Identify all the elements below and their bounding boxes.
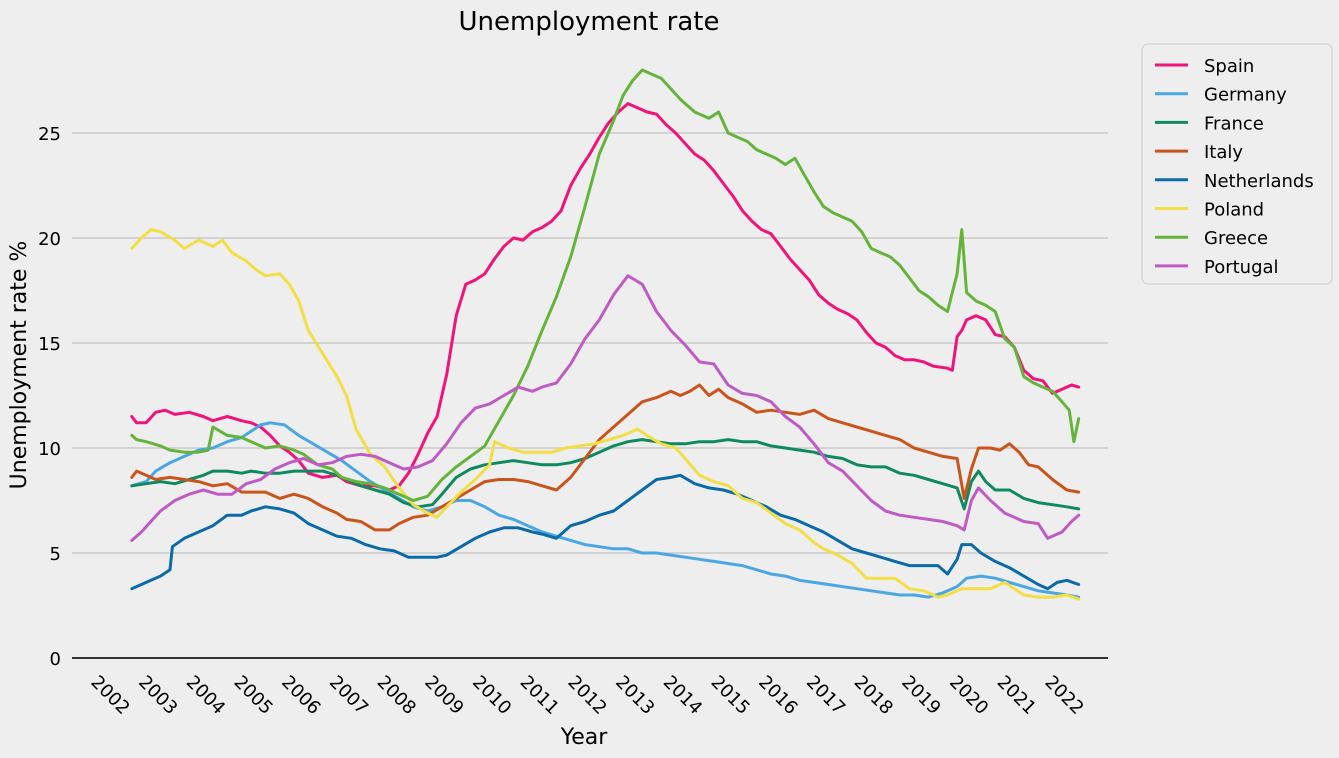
series-line-greece — [130, 68, 1081, 502]
series-line-poland — [130, 228, 1081, 601]
legend-label-france: France — [1204, 113, 1264, 134]
series-line-italy — [130, 383, 1081, 532]
y-tick-label: 20 — [38, 229, 61, 250]
legend-label-poland: Poland — [1204, 200, 1264, 221]
legend-label-italy: Italy — [1204, 142, 1243, 163]
series-line-germany — [130, 421, 1081, 599]
legend-label-spain: Spain — [1204, 56, 1254, 77]
series-line-france — [130, 438, 1081, 511]
series-line-spain — [130, 102, 1081, 492]
y-tick-label: 15 — [38, 334, 61, 355]
gridlines — [72, 132, 1108, 554]
x-axis-title: Year — [560, 725, 609, 750]
y-axis-title: Unemployment rate % — [7, 241, 32, 490]
legend: Spain Germany France Italy Netherlands Poland… — [1141, 43, 1333, 285]
chart-title: Unemployment rate — [459, 7, 720, 37]
series-lines — [130, 68, 1081, 601]
y-axis-ticks: 0 5 10 15 20 25 — [38, 124, 61, 670]
legend-label-portugal: Portugal — [1204, 257, 1279, 278]
series-line-portugal — [130, 274, 1081, 542]
legend-label-netherlands: Netherlands — [1204, 171, 1314, 192]
y-tick-label: 5 — [50, 544, 61, 565]
legend-label-greece: Greece — [1204, 228, 1268, 249]
y-tick-label: 0 — [50, 649, 61, 670]
legend-label-germany: Germany — [1204, 85, 1287, 106]
legend-box — [1141, 43, 1333, 285]
y-tick-label: 10 — [38, 439, 61, 460]
series-line-netherlands — [130, 473, 1081, 591]
y-tick-label: 25 — [38, 124, 61, 145]
